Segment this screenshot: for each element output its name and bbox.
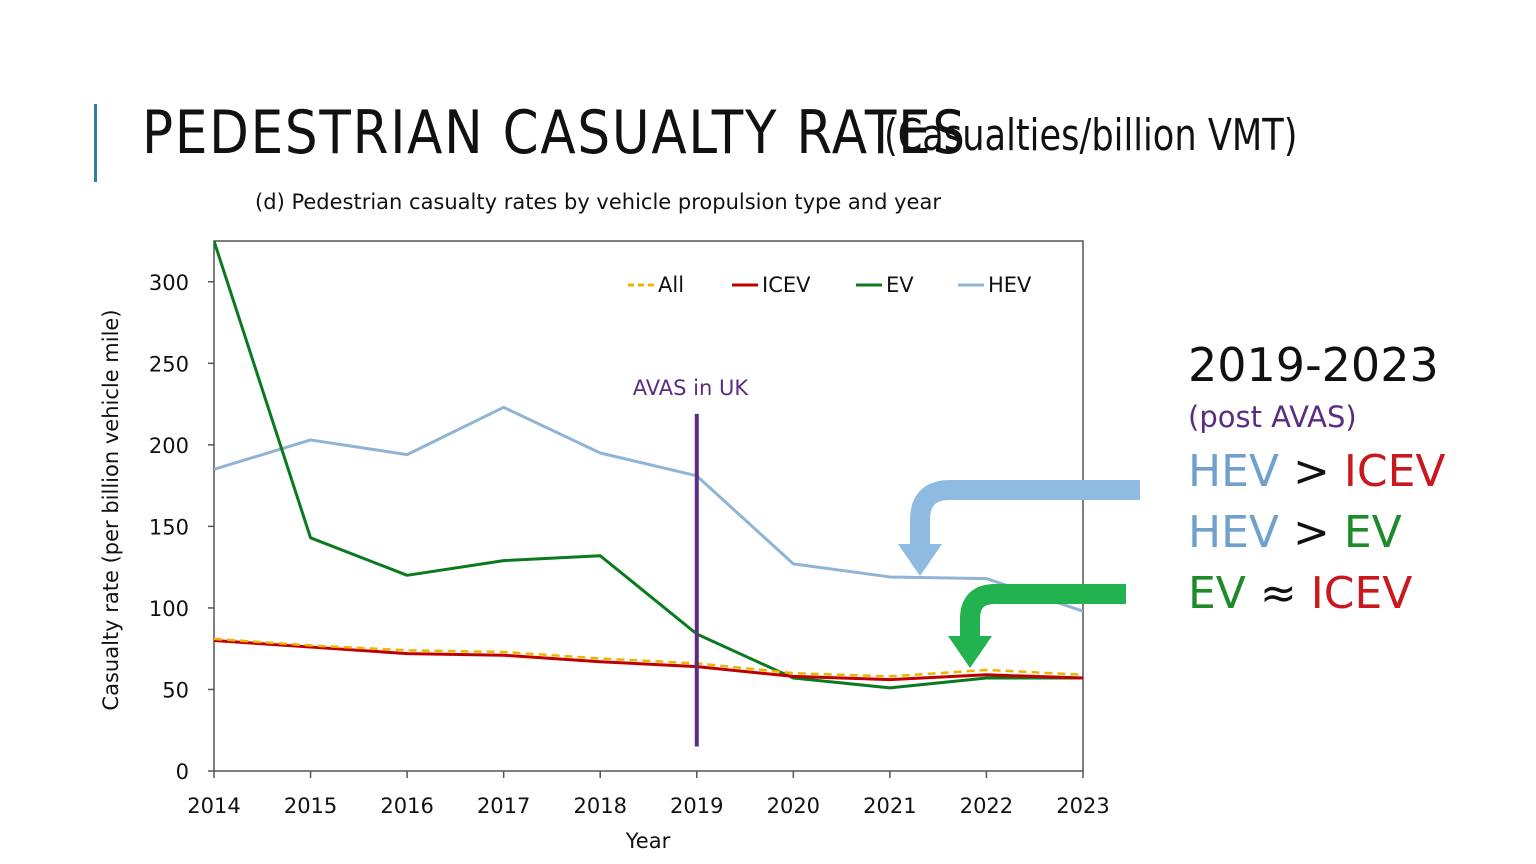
title-accent-bar	[94, 104, 97, 182]
y-axis-label: Casualty rate (per billion vehicle mile)	[99, 309, 123, 710]
avas-annotation: AVAS in UK	[633, 376, 750, 747]
series-line-icev	[214, 639, 1084, 682]
chart-legend: All ICEV EV HEV	[628, 273, 1032, 297]
series-line-all	[214, 637, 1084, 678]
y-tick-label: 0	[176, 760, 189, 784]
legend-label-all: All	[658, 273, 684, 297]
y-tick-label: 150	[149, 515, 189, 539]
approx-equal-symbol: ≈	[1259, 568, 1297, 619]
axis-ticks: 0 50 100 150 200 250 300 2014 2015 2016 2017 2018 20…	[149, 271, 1110, 818]
y-tick-label: 300	[149, 271, 189, 295]
comparison-right-term: EV	[1343, 507, 1402, 558]
x-tick-label: 2017	[477, 794, 530, 818]
x-tick-label: 2020	[767, 794, 820, 818]
legend-label-icev: ICEV	[762, 273, 811, 297]
comparison-right-term: ICEV	[1343, 446, 1446, 497]
series-line-ev	[214, 241, 1083, 690]
x-tick-label: 2022	[960, 794, 1013, 818]
y-tick-label: 50	[162, 678, 189, 702]
legend-label-hev: HEV	[988, 273, 1032, 297]
comparison-left-term: HEV	[1188, 507, 1279, 558]
x-axis-label: Year	[625, 829, 671, 853]
comparison-right-term: ICEV	[1310, 568, 1413, 619]
comparison-line-ev-icev: EV ≈ ICEV	[1188, 568, 1412, 619]
x-tick-label: 2023	[1056, 794, 1109, 818]
x-tick-label: 2014	[187, 794, 240, 818]
series-line-hev	[214, 405, 1084, 613]
comparison-line-hev-ev: HEV > EV	[1188, 507, 1402, 558]
x-tick-label: 2016	[380, 794, 433, 818]
plot-area-frame	[213, 240, 1084, 772]
blue-arrow-hev	[898, 480, 1140, 576]
x-tick-label: 2019	[670, 794, 723, 818]
greater-than-symbol: >	[1293, 507, 1330, 558]
x-tick-label: 2018	[573, 794, 626, 818]
series-lines	[214, 241, 1084, 690]
greater-than-symbol: >	[1293, 446, 1330, 497]
slide-title-unit: (Casualties/billion VMT)	[884, 110, 1298, 161]
comparison-note: (post AVAS)	[1188, 400, 1357, 434]
x-tick-label: 2015	[284, 794, 337, 818]
comparison-left-term: HEV	[1188, 446, 1279, 497]
y-tick-label: 250	[149, 352, 189, 376]
comparison-line-hev-icev: HEV > ICEV	[1188, 446, 1445, 497]
comparison-period: 2019-2023	[1188, 338, 1439, 392]
y-tick-label: 100	[149, 597, 189, 621]
x-tick-label: 2021	[863, 794, 916, 818]
chart-title: (d) Pedestrian casualty rates by vehicle…	[255, 190, 941, 214]
green-arrow-ev	[948, 584, 1126, 668]
comparison-left-term: EV	[1188, 568, 1246, 619]
y-tick-label: 200	[149, 434, 189, 458]
legend-label-ev: EV	[886, 273, 914, 297]
avas-label: AVAS in UK	[633, 376, 750, 400]
slide-title: PEDESTRIAN CASUALTY RATES	[142, 98, 967, 168]
